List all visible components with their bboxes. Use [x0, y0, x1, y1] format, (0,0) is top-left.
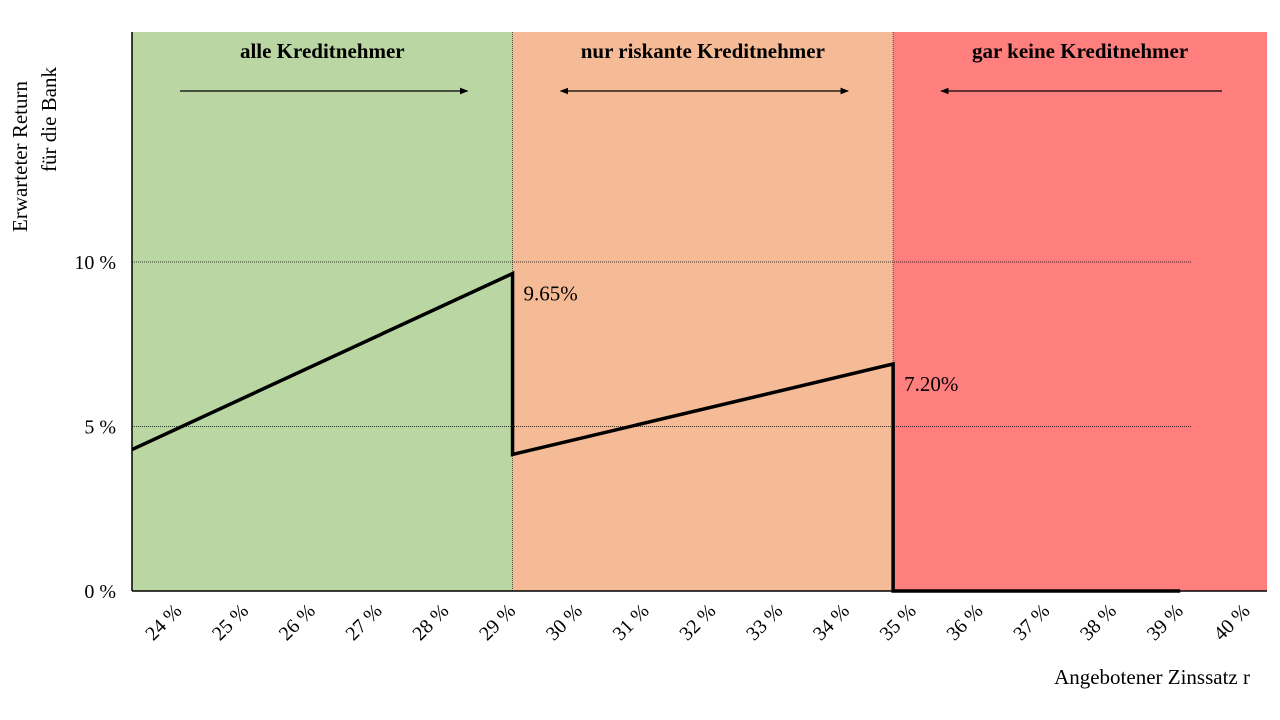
- data-label-1: 7.20%: [904, 372, 958, 396]
- x-tick-label-36: 36 %: [942, 600, 987, 645]
- region-0-background: [132, 32, 513, 591]
- region-1-title: nur riskante Kreditnehmer: [581, 39, 825, 63]
- x-tick-label-24: 24 %: [141, 600, 186, 645]
- x-tick-label-37: 37 %: [1009, 600, 1054, 645]
- grid-layer: [132, 32, 1191, 591]
- y-tick-label-10: 10 %: [74, 252, 116, 274]
- x-tick-label-39: 39 %: [1143, 600, 1188, 645]
- y-tick-label-0: 0 %: [84, 581, 116, 603]
- regions-layer: [132, 32, 1267, 591]
- x-tick-label-28: 28 %: [408, 600, 453, 645]
- x-tick-label-25: 25 %: [208, 600, 253, 645]
- x-tick-label-30: 30 %: [542, 600, 587, 645]
- region-2-title: gar keine Kreditnehmer: [972, 39, 1188, 63]
- y-tick-label-5: 5 %: [84, 417, 116, 439]
- x-tick-label-27: 27 %: [342, 600, 387, 645]
- series-0-line: [131, 270, 1181, 593]
- y-axis-label-line-1: Erwarteter Return: [8, 80, 32, 232]
- series-layer: [131, 270, 1181, 593]
- region-1-background: [512, 32, 894, 591]
- labels-layer: alle Kreditnehmer nur riskante Kreditnehm…: [74, 39, 1254, 645]
- x-tick-label-38: 38 %: [1076, 600, 1121, 645]
- x-tick-label-35: 35 %: [876, 600, 921, 645]
- region-2-background: [893, 32, 1267, 591]
- x-tick-label-34: 34 %: [809, 600, 854, 645]
- x-tick-label-26: 26 %: [275, 600, 320, 645]
- x-tick-label-29: 29 %: [475, 600, 520, 645]
- x-axis-label: Angebotener Zinssatz r: [1054, 665, 1250, 689]
- x-tick-label-40: 40 %: [1209, 600, 1254, 645]
- x-tick-label-32: 32 %: [675, 600, 720, 645]
- x-tick-label-33: 33 %: [742, 600, 787, 645]
- x-tick-label-31: 31 %: [609, 600, 654, 645]
- y-axis-label-line-2: für die Bank: [37, 67, 61, 172]
- region-0-title: alle Kreditnehmer: [240, 39, 405, 63]
- data-label-0: 9.65%: [524, 282, 578, 306]
